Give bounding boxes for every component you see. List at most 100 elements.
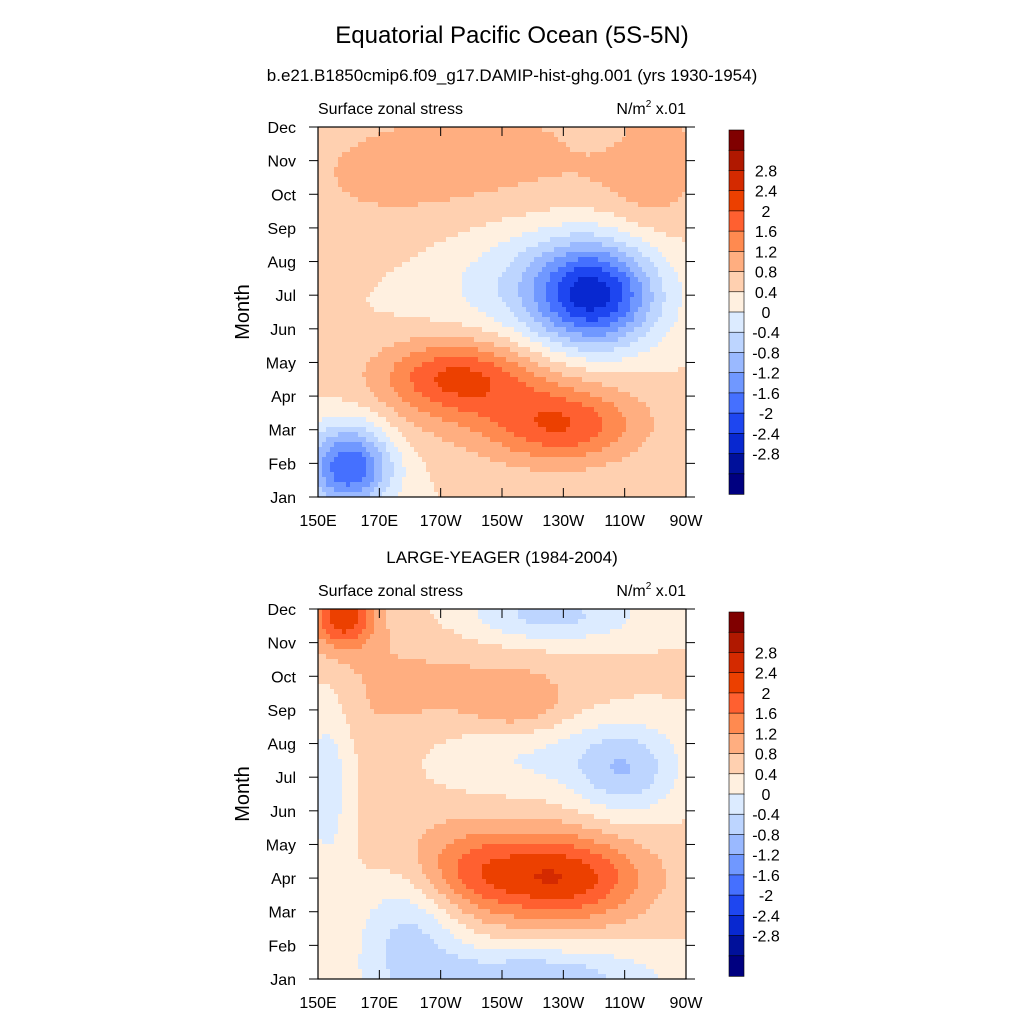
heatmap-cell [318,477,323,483]
heatmap-cell [370,367,375,373]
heatmap-cell [550,372,555,378]
heatmap-cell [550,467,555,473]
heatmap-cell [474,377,479,383]
heatmap-cell [418,297,423,303]
heatmap-cell [458,487,463,493]
heatmap-cell [426,147,431,153]
heatmap-cell [426,392,431,398]
heatmap-cell [566,207,571,213]
heatmap-cell [546,207,551,213]
heatmap-cell [430,292,435,298]
heatmap-cell [574,392,579,398]
heatmap-cell [522,322,527,328]
heatmap-cell [370,237,375,243]
heatmap-cell [430,377,435,383]
heatmap-cell [402,357,407,363]
heatmap-cell [574,417,579,423]
heatmap-cell [526,207,531,213]
heatmap-cell [398,432,403,438]
heatmap-cell [426,212,431,218]
heatmap-cell [430,372,435,378]
heatmap-cell [358,352,363,358]
heatmap-cell [426,272,431,278]
heatmap-cell [574,287,579,293]
heatmap-cell [454,172,459,178]
heatmap-cell [358,152,363,158]
heatmap-cell [466,242,471,248]
heatmap-cell [446,172,451,178]
heatmap-cell [538,197,543,203]
heatmap-cell [334,297,339,303]
heatmap-cell [558,447,563,453]
heatmap-cell [510,322,515,328]
heatmap-cell [422,327,427,333]
heatmap-cell [486,327,491,333]
heatmap-cell [410,127,415,133]
heatmap-cell [494,467,499,473]
heatmap-cell [498,247,503,253]
heatmap-cell [362,487,367,493]
heatmap-cell [338,232,343,238]
heatmap-cell [478,297,483,303]
heatmap-cell [566,357,571,363]
heatmap-cell [402,247,407,253]
heatmap-cell [474,207,479,213]
heatmap-cell [542,297,547,303]
heatmap-cell [562,227,567,233]
heatmap-cell [538,217,543,223]
heatmap-cell [546,372,551,378]
heatmap-cell [554,407,559,413]
heatmap-cell [442,227,447,233]
heatmap-cell [402,342,407,348]
heatmap-cell [574,202,579,208]
heatmap-cell [354,192,359,198]
heatmap-cell [358,192,363,198]
heatmap-cell [350,477,355,483]
heatmap-cell [458,457,463,463]
heatmap-cell [382,252,387,258]
heatmap-cell [350,212,355,218]
heatmap-cell [546,272,551,278]
heatmap-cell [454,362,459,368]
heatmap-cell [438,232,443,238]
heatmap-cell [426,257,431,263]
heatmap-cell [366,267,371,273]
heatmap-cell [490,197,495,203]
heatmap-cell [370,412,375,418]
heatmap-cell [466,452,471,458]
heatmap-cell [526,222,531,228]
heatmap-cell [414,307,419,313]
heatmap-cell [562,232,567,238]
heatmap-cell [394,257,399,263]
heatmap-cell [426,352,431,358]
heatmap-cell [422,337,427,343]
heatmap-cell [558,242,563,248]
heatmap-cell [378,352,383,358]
heatmap-cell [382,247,387,253]
heatmap-cell [318,412,323,418]
heatmap-cell [474,332,479,338]
heatmap-cell [430,142,435,148]
heatmap-cell [434,347,439,353]
heatmap-cell [558,472,563,478]
heatmap-cell [574,157,579,163]
heatmap-cell [426,482,431,488]
heatmap-cell [462,412,467,418]
heatmap-cell [374,457,379,463]
heatmap-cell [398,387,403,393]
heatmap-cell [562,312,567,318]
heatmap-cell [494,477,499,483]
heatmap-cell [546,127,551,133]
heatmap-cell [406,427,411,433]
heatmap-cell [358,392,363,398]
heatmap-cell [570,187,575,193]
heatmap-cell [478,362,483,368]
heatmap-cell [550,347,555,353]
heatmap-cell [338,397,343,403]
heatmap-cell [326,152,331,158]
heatmap-cell [530,277,535,283]
heatmap-cell [546,337,551,343]
heatmap-cell [430,302,435,308]
heatmap-cell [414,472,419,478]
